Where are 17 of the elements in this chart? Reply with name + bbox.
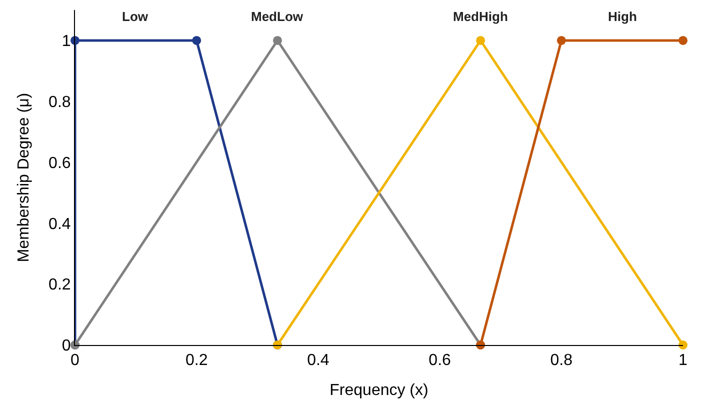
series-label: MedHigh (453, 9, 508, 24)
x-tick-label: 0.2 (185, 352, 208, 370)
x-tick-label: 0.6 (428, 352, 452, 370)
series-label: Low (122, 9, 149, 24)
x-tick-label: 1 (678, 352, 688, 370)
series-label: MedLow (251, 9, 304, 24)
series-label: High (608, 9, 637, 24)
y-tick-label: 0.6 (48, 154, 71, 172)
y-tick-label: 1 (62, 33, 71, 50)
y-tick-label: 0 (62, 338, 71, 355)
y-tick-label: 0.2 (48, 276, 71, 294)
x-axis-title: Frequency (x) (330, 382, 428, 399)
y-axis-title: Membership Degree (μ) (15, 92, 32, 262)
x-tick-label: 0.8 (550, 352, 573, 370)
x-tick-label: 0.4 (307, 352, 330, 370)
y-tick-label: 0.8 (48, 94, 71, 111)
y-tick-label: 0.4 (48, 216, 71, 233)
